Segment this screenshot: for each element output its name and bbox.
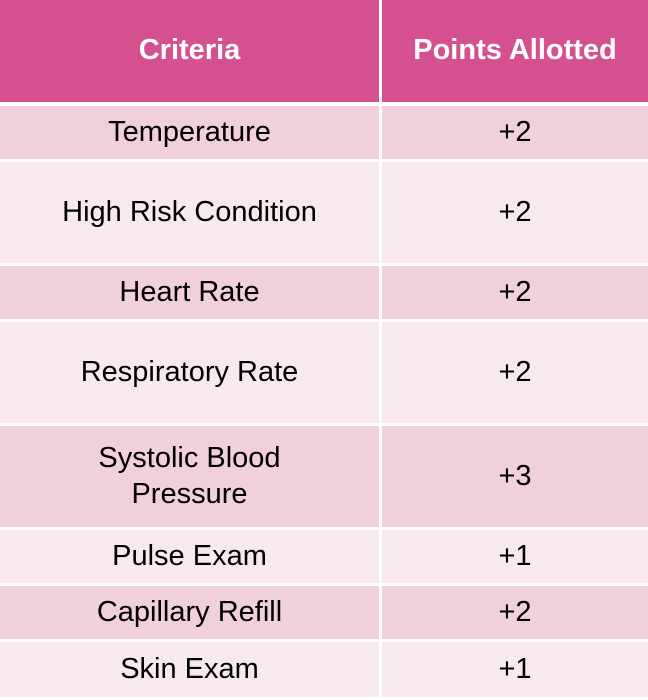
points-cell: +2 xyxy=(382,266,648,319)
criteria-cell: Heart Rate xyxy=(0,266,379,319)
table-row: Systolic Blood Pressure +3 xyxy=(0,426,648,527)
points-cell: +3 xyxy=(382,426,648,527)
table-header-row: Criteria Points Allotted xyxy=(0,0,648,102)
table-row: High Risk Condition +2 xyxy=(0,162,648,263)
criteria-cell: Respiratory Rate xyxy=(0,322,379,423)
header-points-allotted: Points Allotted xyxy=(382,0,648,102)
table-row: Temperature +2 xyxy=(0,106,648,159)
criteria-cell: Capillary Refill xyxy=(0,586,379,639)
criteria-text: Systolic Blood Pressure xyxy=(98,442,281,510)
criteria-cell: Pulse Exam xyxy=(0,530,379,583)
table-row: Capillary Refill +2 xyxy=(0,586,648,639)
points-cell: +2 xyxy=(382,586,648,639)
table-row: Respiratory Rate +2 xyxy=(0,322,648,423)
criteria-cell: Temperature xyxy=(0,106,379,159)
criteria-cell: Systolic Blood Pressure xyxy=(0,426,379,527)
points-cell: +2 xyxy=(382,162,648,263)
points-cell: +2 xyxy=(382,106,648,159)
criteria-cell: Skin Exam xyxy=(0,642,379,697)
criteria-cell: High Risk Condition xyxy=(0,162,379,263)
points-cell: +2 xyxy=(382,322,648,423)
points-cell: +1 xyxy=(382,642,648,697)
table-row: Heart Rate +2 xyxy=(0,266,648,319)
points-cell: +1 xyxy=(382,530,648,583)
table-row: Pulse Exam +1 xyxy=(0,530,648,583)
header-criteria: Criteria xyxy=(0,0,379,102)
table-row: Skin Exam +1 xyxy=(0,642,648,697)
